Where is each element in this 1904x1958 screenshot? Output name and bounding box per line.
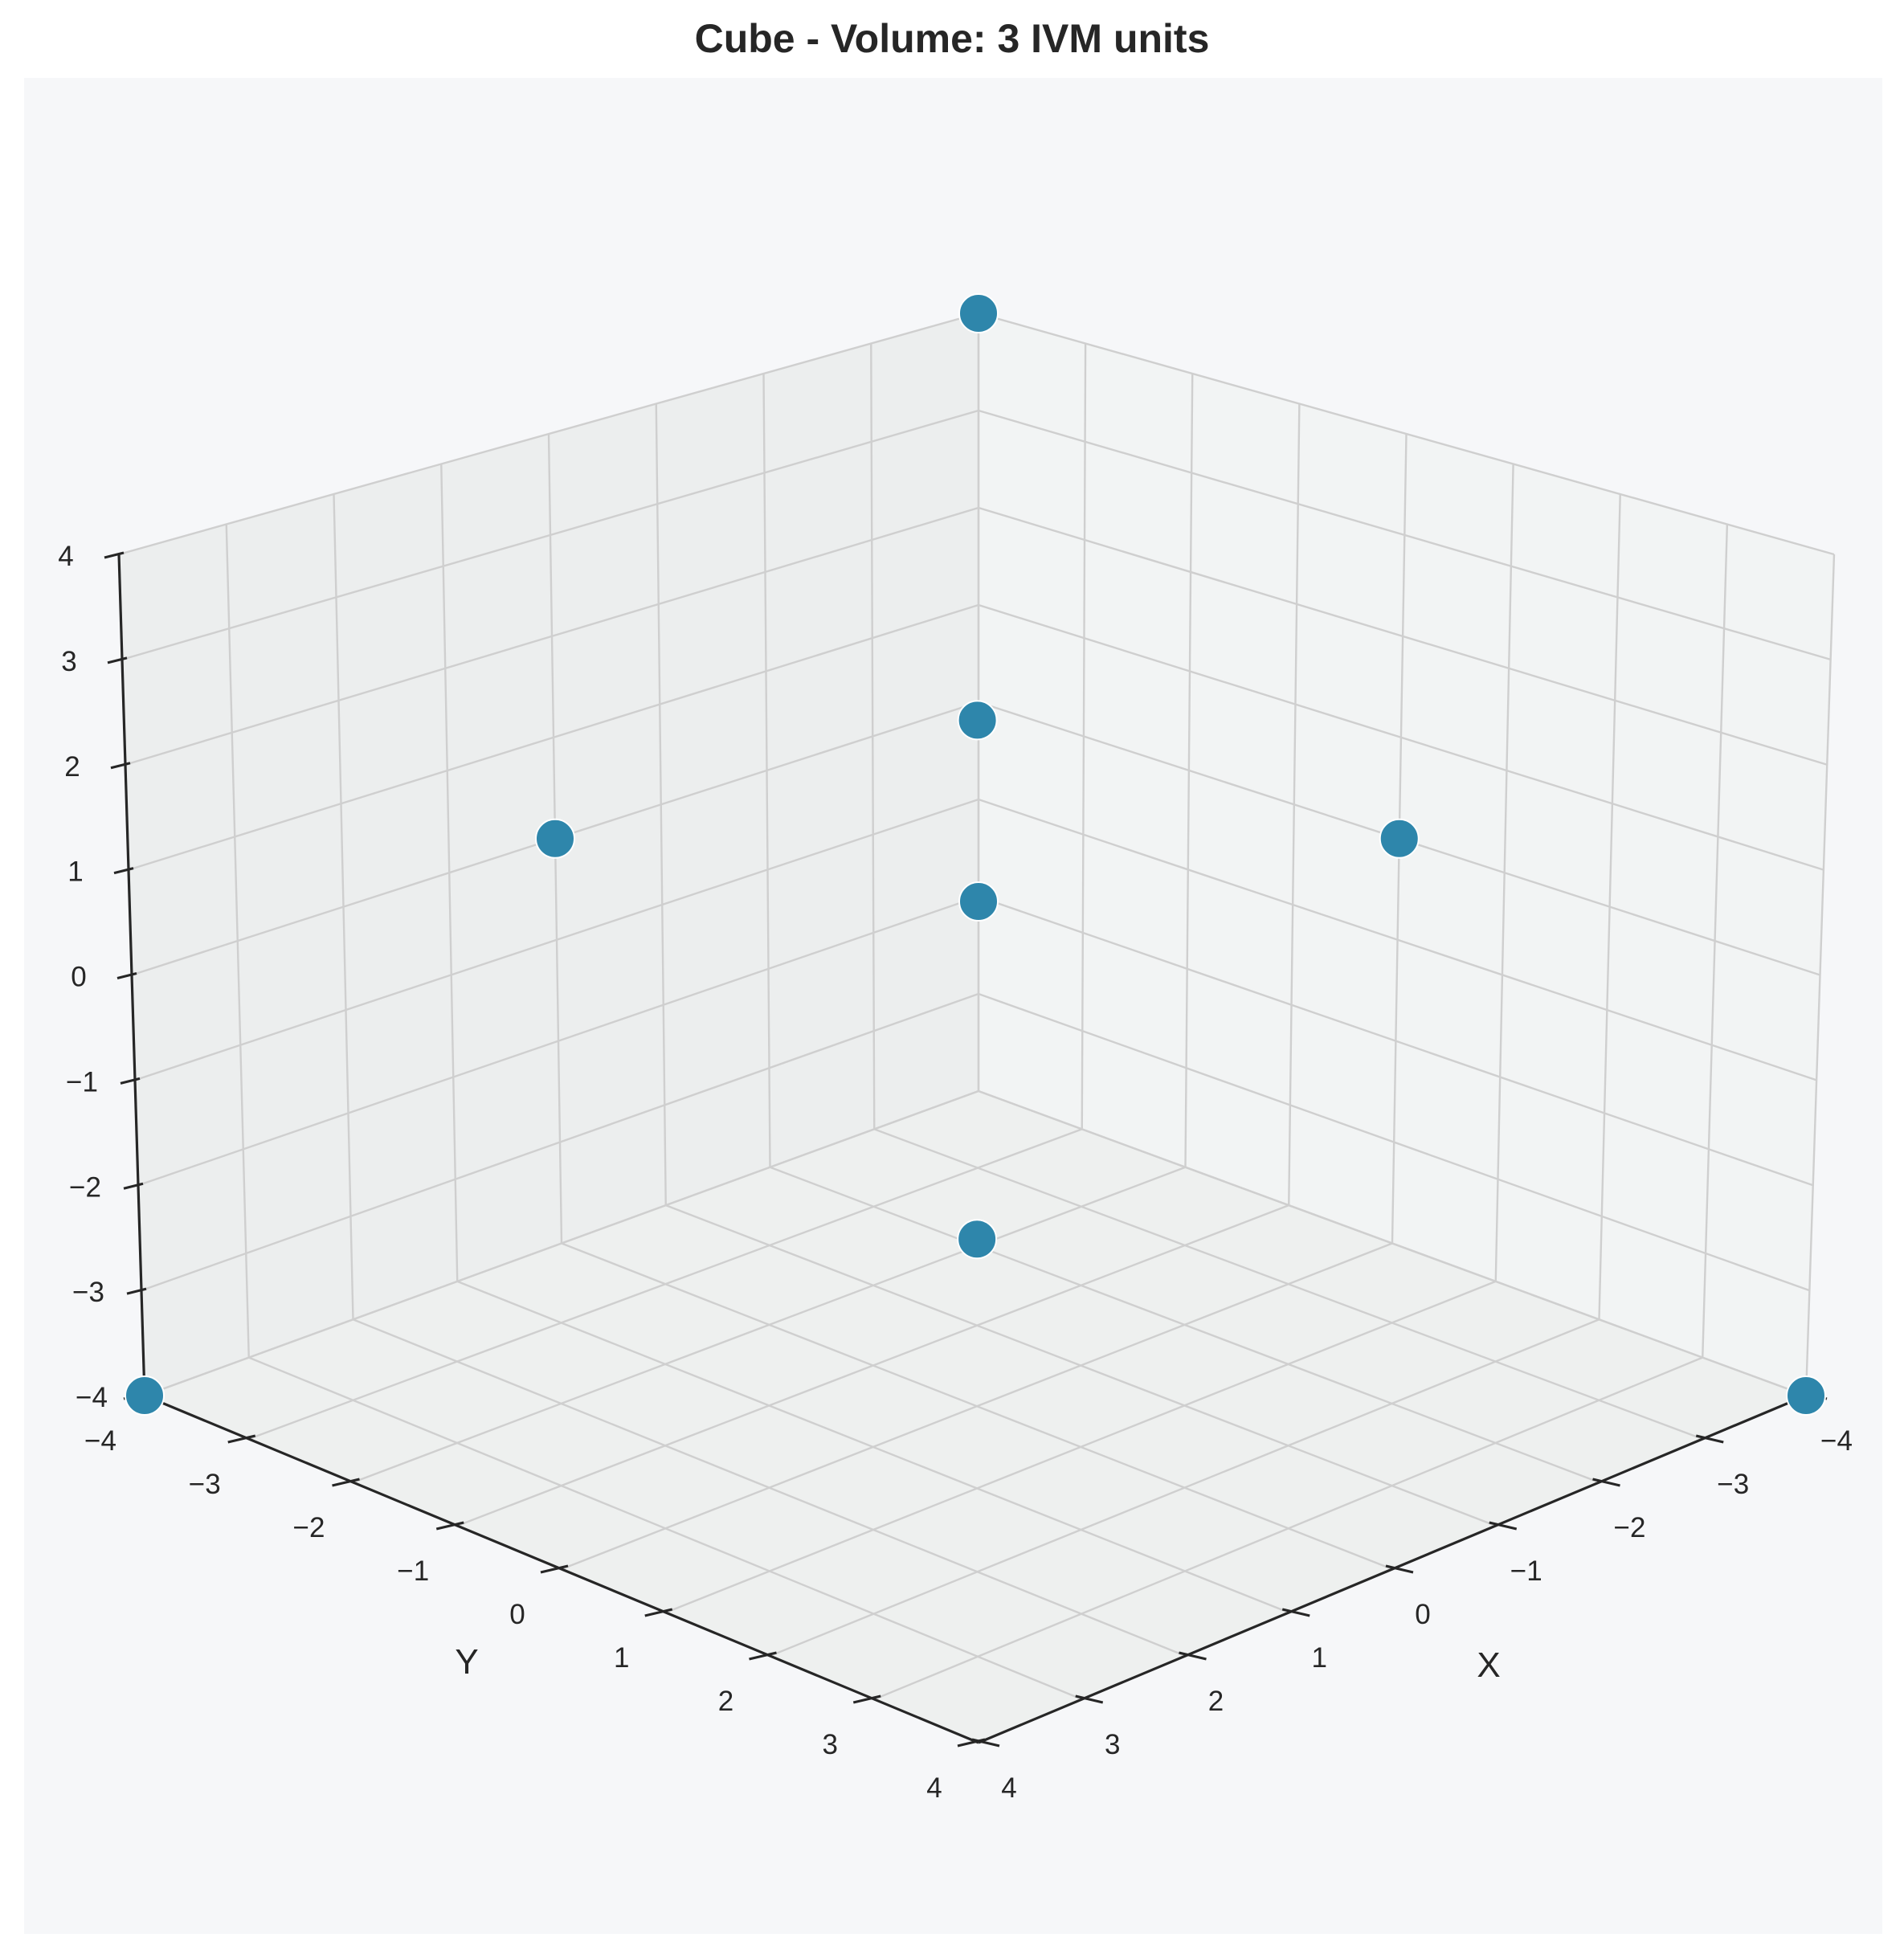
x-tick-label: −3 [1717,1469,1749,1500]
y-tick [332,1478,360,1487]
point-group [125,293,1826,1416]
x-tick-label: −2 [1614,1512,1646,1543]
x-tick-label: 0 [1415,1599,1430,1630]
data-point [535,818,575,859]
y-tick-label: 4 [926,1772,942,1804]
gridline [1598,493,1621,1320]
data-point [957,700,998,741]
y-tick-label: 3 [823,1729,838,1760]
gridline [655,403,667,1206]
y-tick-label: 1 [614,1642,629,1674]
x-tick [1385,1564,1414,1574]
x-tick-label: 2 [1208,1686,1224,1717]
z-tick-label: 2 [64,751,80,783]
data-point [1786,1376,1826,1416]
y-tick-label: −4 [84,1425,116,1457]
data-point [958,293,999,333]
gridline [665,1280,1497,1614]
y-tick [852,1694,881,1704]
y-tick [227,1434,256,1444]
data-point [125,1376,165,1416]
y-axis-label: Y [455,1642,478,1682]
x-tick-label: 1 [1312,1642,1327,1674]
y-tick [540,1564,569,1574]
floor-pane [145,1091,1806,1743]
z-tick-label: −2 [69,1171,101,1203]
gridline [770,1166,1600,1484]
axis-group [104,551,1828,1747]
z-tick-label: −4 [76,1382,108,1413]
z-tick [110,762,131,770]
gridline [978,1089,1807,1397]
z-tick-label: −3 [72,1277,104,1308]
x-tick-label: −1 [1510,1555,1542,1587]
y-tick-label: −1 [397,1555,429,1587]
z-tick-label: 1 [67,856,83,888]
chart-title: Cube - Volume: 3 IVM units [695,16,1210,61]
z-tick-label: 4 [58,541,73,572]
y-tick-label: 2 [718,1686,733,1717]
gridline [770,1318,1600,1658]
gridline [762,373,771,1167]
x-axis-line [978,1394,1807,1744]
x-tick [1489,1521,1518,1531]
z-tick [113,867,134,875]
y-tick-label: −2 [293,1512,325,1543]
y-tick [435,1521,464,1531]
x-tick [1592,1478,1620,1487]
z-tick [116,971,137,980]
x-tick-label: 4 [1001,1772,1016,1804]
data-point [1379,818,1420,859]
data-point [957,1219,998,1260]
tick-label-group: −4 −4 4 −3 −3 3 −2 −2 2 −1 −1 1 0 0 0 1 1 −1 2 2 −2 3 3 −3 4 4 −4 [58,541,1853,1804]
z-tick [123,1182,144,1190]
z-tick-label: 3 [61,646,76,677]
data-point [958,881,999,922]
gridline [665,1204,1497,1527]
y-tick-label: 0 [509,1599,525,1630]
x-axis-label: X [1477,1645,1500,1685]
z-tick [120,1077,141,1085]
z-tick [126,1287,147,1295]
z-tick [104,551,125,559]
x-tick [1075,1694,1104,1704]
z-tick-label: −1 [66,1066,98,1098]
y-tick [957,1738,986,1747]
gridline [1702,524,1729,1358]
x-tick [1179,1651,1207,1661]
gridline [561,1242,1393,1571]
x-tick-label: −4 [1820,1425,1853,1457]
x-tick [1281,1608,1310,1617]
gridline [873,1356,1703,1701]
z-tick [107,656,128,664]
y-axis-line [144,1394,979,1744]
gridline [1804,554,1836,1396]
x-tick [1695,1434,1724,1444]
gridline [1494,464,1514,1281]
y-tick-label: −3 [189,1469,221,1500]
gridline [873,1128,1703,1441]
z-tick-label: 0 [71,962,86,993]
gridline [870,343,876,1130]
y-tick [644,1608,673,1617]
x-tick-label: 3 [1105,1729,1120,1760]
y-tick [749,1651,777,1661]
